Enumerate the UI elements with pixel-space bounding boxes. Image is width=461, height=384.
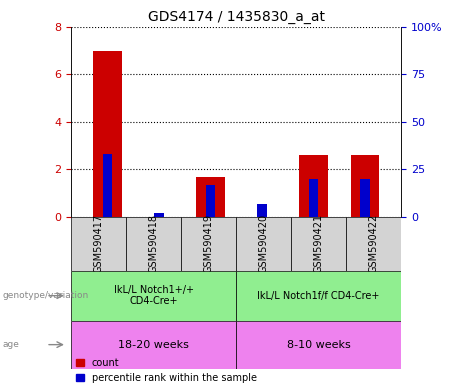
- Bar: [71, 321, 236, 369]
- Bar: [126, 217, 181, 271]
- Bar: [102, 154, 112, 217]
- Bar: [236, 217, 291, 271]
- Text: IkL/L Notch1f/f CD4-Cre+: IkL/L Notch1f/f CD4-Cre+: [258, 291, 380, 301]
- Text: GSM590417: GSM590417: [94, 214, 104, 273]
- Text: GSM590418: GSM590418: [149, 214, 159, 273]
- Title: GDS4174 / 1435830_a_at: GDS4174 / 1435830_a_at: [148, 10, 325, 25]
- Bar: [346, 217, 401, 271]
- Text: 8-10 weeks: 8-10 weeks: [287, 339, 350, 350]
- Text: 18-20 weeks: 18-20 weeks: [118, 339, 189, 350]
- Legend: count, percentile rank within the sample: count, percentile rank within the sample: [77, 358, 257, 383]
- Bar: [299, 155, 328, 217]
- Bar: [71, 217, 126, 271]
- Bar: [181, 217, 236, 271]
- Bar: [351, 155, 379, 217]
- Bar: [196, 177, 225, 217]
- Text: GSM590421: GSM590421: [313, 214, 324, 273]
- Text: GSM590422: GSM590422: [369, 214, 378, 273]
- Text: age: age: [2, 340, 19, 349]
- Bar: [257, 204, 267, 217]
- Bar: [236, 271, 401, 321]
- Bar: [71, 271, 236, 321]
- Text: genotype/variation: genotype/variation: [2, 291, 89, 300]
- Text: GSM590419: GSM590419: [204, 214, 214, 273]
- Bar: [360, 179, 370, 217]
- Bar: [236, 321, 401, 369]
- Text: IkL/L Notch1+/+
CD4-Cre+: IkL/L Notch1+/+ CD4-Cre+: [114, 285, 194, 306]
- Bar: [206, 185, 215, 217]
- Bar: [308, 179, 319, 217]
- Bar: [291, 217, 346, 271]
- Bar: [93, 51, 122, 217]
- Text: GSM590420: GSM590420: [259, 214, 269, 273]
- Bar: [154, 213, 164, 217]
